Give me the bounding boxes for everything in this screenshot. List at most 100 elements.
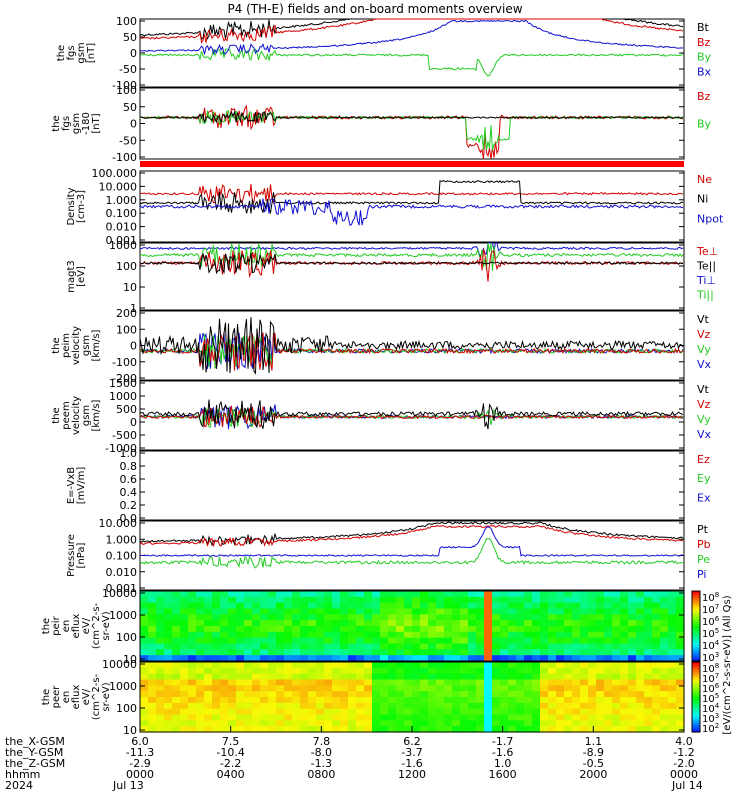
legend-entry: By [697, 117, 712, 130]
heatmap-cell [204, 691, 213, 698]
heatmap-cell [580, 679, 589, 686]
heatmap-cell [548, 602, 557, 610]
heatmap-cell [604, 620, 613, 627]
heatmap-cell [316, 602, 325, 610]
heatmap-cell [484, 631, 493, 639]
heatmap-cell [236, 626, 245, 633]
heatmap-cell [348, 673, 357, 681]
heatmap-cell [372, 649, 381, 656]
heatmap-cell [492, 596, 501, 604]
heatmap-cell [316, 631, 325, 639]
heatmap-cell [628, 708, 637, 716]
heatmap-cell [620, 637, 629, 645]
heatmap-cell [596, 673, 605, 681]
heatmap-cell [412, 614, 421, 621]
heatmap-cell [556, 631, 565, 639]
heatmap-cell [308, 643, 317, 650]
heatmap-cell [508, 655, 517, 662]
heatmap-cell [668, 643, 677, 650]
heatmap-cell [628, 602, 637, 610]
heatmap-cell [244, 691, 253, 698]
heatmap-cell [436, 691, 445, 698]
heatmap-cell [356, 602, 365, 610]
legend-entry: Vt [697, 383, 710, 396]
heatmap-cell [468, 726, 477, 733]
heatmap-cell [460, 643, 469, 650]
heatmap-cell [284, 614, 293, 621]
heatmap-cell [372, 702, 381, 710]
heatmap-cell [652, 702, 661, 710]
heatmap-cell [588, 649, 597, 656]
heatmap-cell [308, 720, 317, 727]
heatmap-cell [580, 714, 589, 721]
heatmap-cell [196, 702, 205, 710]
heatmap-cell [180, 591, 189, 598]
heatmap-cell [140, 596, 149, 604]
heatmap-cell [188, 596, 197, 604]
heatmap-cell [260, 620, 269, 627]
heatmap-cell [204, 655, 213, 662]
y-axis-label: [km/s] [91, 399, 102, 431]
heatmap-cell [468, 685, 477, 692]
heatmap-cell [148, 708, 157, 716]
heatmap-cell [276, 649, 285, 656]
heatmap-cell [500, 667, 509, 675]
ion-colorbar-segment [692, 654, 700, 657]
heatmap-cell [180, 691, 189, 698]
heatmap-cell [500, 596, 509, 604]
heatmap-cell [220, 702, 229, 710]
heatmap-cell [364, 649, 373, 656]
heatmap-cell [548, 702, 557, 710]
heatmap-cell [668, 591, 677, 598]
heatmap-cell [644, 708, 653, 716]
heatmap-cell [572, 631, 581, 639]
heatmap-cell [260, 708, 269, 716]
heatmap-cell [564, 649, 573, 656]
heatmap-cell [140, 714, 149, 721]
heatmap-cell [220, 614, 229, 621]
heatmap-cell [196, 643, 205, 650]
heatmap-cell [172, 643, 181, 650]
y-axis-label: fgs [61, 116, 72, 131]
heatmap-cell [564, 691, 573, 698]
heatmap-cell [628, 720, 637, 727]
heatmap-cell [212, 662, 221, 669]
heatmap-cell [420, 631, 429, 639]
heatmap-cell [380, 626, 389, 633]
heatmap-cell [332, 608, 341, 615]
heatmap-cell [596, 714, 605, 721]
heatmap-cell [412, 655, 421, 662]
heatmap-cell [188, 620, 197, 627]
heatmap-cell [476, 679, 485, 686]
legend-entry: Vz [697, 398, 711, 411]
heatmap-cell [460, 626, 469, 633]
y-axis-label: [cm-3] [76, 190, 87, 223]
heatmap-cell [300, 714, 309, 721]
heatmap-cell [652, 608, 661, 615]
heatmap-cell [468, 720, 477, 727]
heatmap-cell [668, 708, 677, 716]
legend-entry: Ez [697, 453, 710, 466]
heatmap-cell [644, 655, 653, 662]
electron-colorbar-segment [692, 687, 700, 691]
heatmap-cell [268, 614, 277, 621]
heatmap-cell [228, 714, 237, 721]
heatmap-cell [268, 662, 277, 669]
heatmap-cell [436, 662, 445, 669]
heatmap-cell [332, 591, 341, 598]
heatmap-cell [564, 708, 573, 716]
heatmap-cell [660, 591, 669, 598]
heatmap-cell [412, 649, 421, 656]
heatmap-cell [196, 649, 205, 656]
heatmap-cell [532, 620, 541, 627]
heatmap-cell [340, 702, 349, 710]
heatmap-cell [348, 602, 357, 610]
heatmap-cell [252, 626, 261, 633]
heatmap-cell [396, 685, 405, 692]
heatmap-cell [516, 649, 525, 656]
heatmap-cell [468, 637, 477, 645]
heatmap-cell [220, 596, 229, 604]
heatmap-cell [580, 591, 589, 598]
heatmap-cell [484, 596, 493, 604]
heatmap-cell [492, 637, 501, 645]
